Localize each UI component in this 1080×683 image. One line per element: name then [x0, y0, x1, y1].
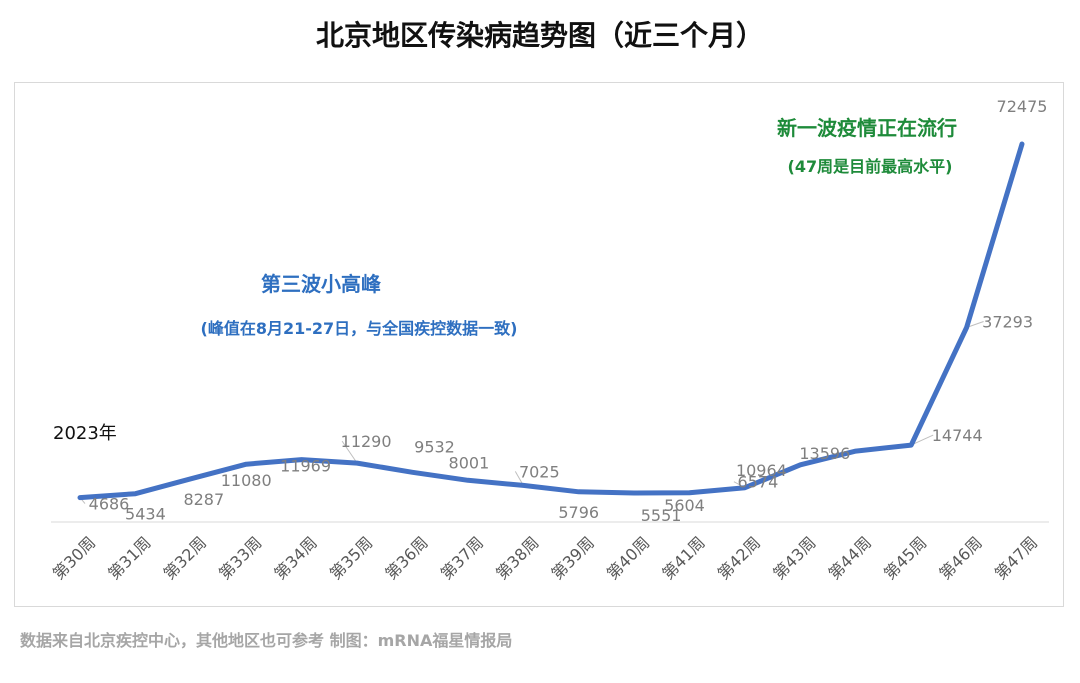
x-tick-label: 第45周: [880, 533, 930, 583]
x-tick-label: 第35周: [326, 533, 376, 583]
data-label: 14744: [932, 426, 983, 445]
x-tick-label: 第40周: [603, 533, 653, 583]
data-label: 6574: [738, 473, 779, 492]
x-tick-label: 第44周: [825, 533, 875, 583]
x-tick-label: 第33周: [215, 533, 265, 583]
data-label: 11290: [341, 432, 392, 451]
chart-title: 北京地区传染病趋势图（近三个月）: [315, 19, 764, 52]
year-label: 2023年: [53, 423, 117, 444]
annotation-blue-text: (峰值在8月21-27日，与全国疾控数据一致): [201, 319, 518, 338]
x-tick-label: 第43周: [769, 533, 819, 583]
data-label: 5796: [558, 503, 599, 522]
x-tick-label: 第39周: [548, 533, 598, 583]
data-label: 8001: [449, 453, 490, 472]
x-tick-label: 第36周: [381, 533, 431, 583]
data-label: 72475: [997, 97, 1048, 116]
leader-line: [910, 434, 934, 446]
data-label: 37293: [982, 313, 1033, 332]
data-label: 5434: [125, 505, 166, 524]
x-tick-label: 第38周: [492, 533, 542, 583]
annotation-green-text: (47周是目前最高水平): [788, 157, 953, 176]
x-tick-label: 第46周: [935, 533, 985, 583]
data-label: 7025: [519, 462, 560, 481]
leader-line: [341, 440, 358, 464]
x-tick-labels: 第30周 第31周 第32周 第33周 第34周 第35周 第36周 第37周 第38周 第39周…: [49, 533, 1041, 583]
annotation-blue-title: 第三波小高峰: [261, 272, 381, 296]
data-label: 4686: [89, 495, 130, 514]
data-label: 11969: [280, 457, 331, 476]
data-label: 5604: [664, 496, 705, 515]
x-tick-label: 第47周: [991, 533, 1041, 583]
source-note: 数据来自北京疾控中心，其他地区也可参考 制图：mRNA福星情报局: [20, 631, 513, 650]
chart-frame: 4686 5434 8287 11080 11969 11290 9532 8001 7025 5…: [14, 82, 1064, 607]
data-label: 11080: [221, 471, 272, 490]
series-line: [77, 141, 1025, 501]
data-label: 13596: [799, 444, 850, 463]
x-tick-label: 第34周: [270, 533, 320, 583]
x-tick-label: 第30周: [49, 533, 99, 583]
data-label: 8287: [183, 490, 224, 509]
x-tick-label: 第32周: [160, 533, 210, 583]
x-tick-label: 第37周: [437, 533, 487, 583]
data-label: 5551: [641, 506, 682, 525]
x-tick-label: 第31周: [104, 533, 154, 583]
annotation-green-title: 新一波疫情正在流行: [777, 116, 957, 140]
x-tick-label: 第42周: [714, 533, 764, 583]
data-label: 10964: [736, 461, 787, 480]
x-tick-label: 第41周: [658, 533, 708, 583]
data-label: 9532: [414, 437, 455, 456]
